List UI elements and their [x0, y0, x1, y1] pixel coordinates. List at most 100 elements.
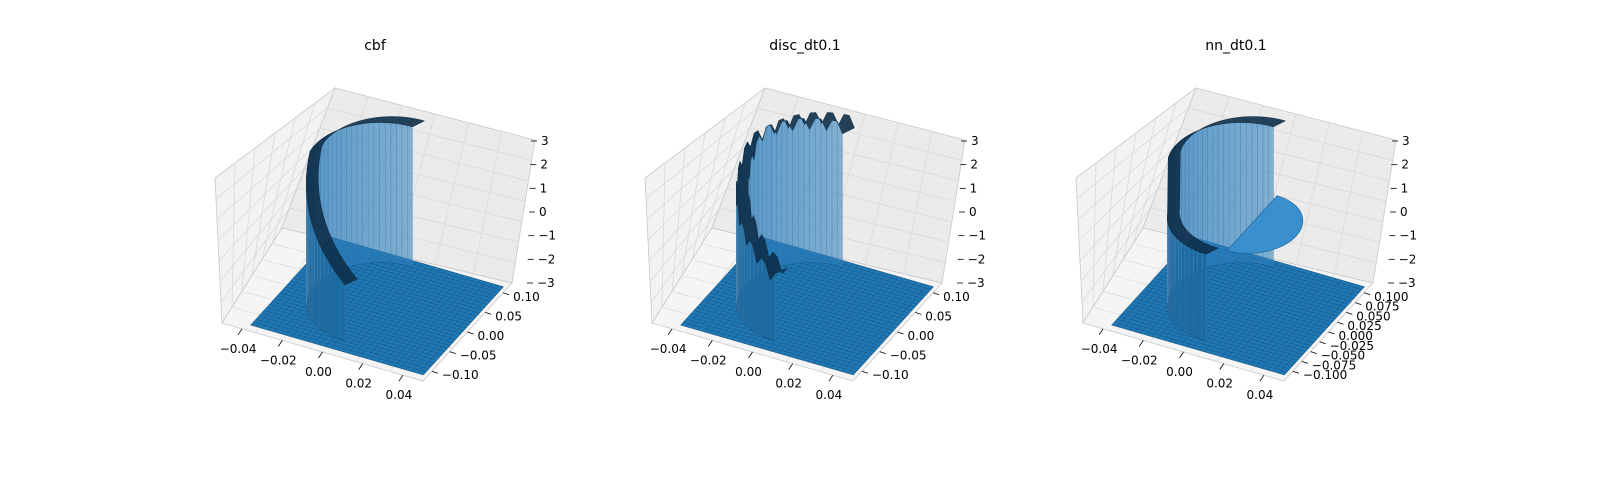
z-tick-label: 1 — [540, 181, 548, 195]
y-tick-label: −0.100 — [1303, 368, 1347, 382]
grid-line — [1122, 117, 1157, 260]
z-tick-label: 3 — [971, 134, 979, 148]
wall-face — [385, 122, 392, 264]
y-tick — [1355, 302, 1362, 305]
grid-line — [1076, 107, 1189, 200]
z-tick-label: −1 — [1399, 229, 1417, 243]
wall-face — [1217, 123, 1224, 265]
grid-line — [217, 147, 313, 241]
y-tick-label: 0.100 — [1374, 290, 1408, 304]
z-tick-label: 3 — [541, 134, 549, 148]
x-tick-label: 0.02 — [1206, 377, 1233, 391]
mesh-line — [266, 307, 440, 358]
y-tick-label: 0.00 — [478, 329, 505, 343]
mesh-line — [1130, 304, 1304, 355]
wall-face — [803, 118, 810, 263]
grid-line — [681, 132, 706, 276]
wall-face — [316, 237, 320, 329]
grid-line — [261, 117, 296, 260]
grid-line — [691, 117, 726, 260]
grid-line — [864, 122, 899, 265]
subplot-cbf: cbf −3 −2 −1 0 1 2 3 −0.04−0.02 0.00 0.02 0.04 −0.1… — [214, 38, 556, 402]
wall-face — [770, 273, 776, 342]
y-tick-label: −0.10 — [442, 368, 479, 382]
x-tick-label: −0.04 — [1081, 342, 1118, 356]
axis-ticks: −3 −2 −1 0 1 2 3 −0.04−0.02 0.00 0.02 0.04 −0.10 −0.… — [650, 134, 986, 402]
mesh-line — [693, 310, 867, 361]
wall-face — [1212, 124, 1219, 266]
wall-face — [749, 239, 754, 332]
z-tick-label: −3 — [537, 276, 555, 290]
z-tick-label: −1 — [968, 229, 986, 243]
mesh-line — [1122, 313, 1296, 364]
subplot-title: cbf — [364, 38, 387, 54]
y-tick — [861, 370, 869, 374]
wall-face — [1183, 243, 1189, 334]
z-tick-label: 3 — [1402, 134, 1410, 148]
grid-line — [1132, 102, 1177, 244]
grid-line — [241, 147, 256, 292]
mesh-line — [1114, 321, 1288, 373]
wall-face — [407, 125, 413, 268]
y-tick — [502, 292, 510, 296]
y-tick — [1346, 312, 1353, 315]
wall-face — [1229, 122, 1236, 264]
y-tick-label: 0.000 — [1339, 329, 1373, 343]
z-tick-label: 0 — [1400, 205, 1408, 219]
wall-face — [756, 257, 762, 336]
mesh-line — [255, 318, 429, 370]
y-tick — [467, 331, 474, 335]
x-tick — [828, 374, 834, 382]
mesh-line — [691, 313, 865, 364]
y-tick — [1310, 351, 1317, 354]
x-tick — [788, 363, 794, 370]
x-tick — [277, 340, 283, 347]
grid-line — [645, 107, 758, 200]
y-tick — [1328, 331, 1335, 335]
y-tick-label: 0.00 — [908, 329, 935, 343]
wall-face — [356, 123, 363, 265]
grid-line — [434, 122, 469, 265]
x-tick-label: −0.04 — [650, 342, 687, 356]
mesh-line — [688, 316, 862, 367]
mesh-line — [704, 298, 878, 349]
grid-line — [231, 162, 236, 308]
wall-face — [1174, 235, 1178, 327]
x-tick — [1138, 340, 1144, 347]
wall-face — [1196, 250, 1202, 340]
x-tick-label: 0.02 — [775, 377, 802, 391]
wall-face — [815, 118, 822, 264]
subplot-disc: disc_dt0.1 −3 −2 −1 0 1 2 3 −0.04−0.02 0.00 0.02 0… — [644, 38, 986, 402]
x-tick-label: 0.02 — [345, 377, 372, 391]
wall-face — [311, 222, 314, 324]
x-tick — [748, 351, 753, 359]
wall-face — [837, 121, 843, 268]
y-tick — [449, 351, 456, 354]
y-tick-label: −0.05 — [460, 349, 497, 363]
mesh-line — [274, 298, 448, 349]
x-tick — [707, 340, 713, 347]
mesh-line — [253, 321, 427, 373]
surface-plot — [250, 116, 504, 376]
y-tick-label: 0.050 — [1356, 309, 1390, 323]
wall-face — [319, 244, 324, 332]
mesh-line — [1116, 318, 1290, 370]
wall-face — [771, 124, 777, 269]
y-tick — [1319, 341, 1326, 345]
x-tick-label: −0.02 — [260, 353, 297, 367]
wall-face — [390, 122, 397, 264]
mesh-line — [1132, 301, 1306, 352]
grid-line — [701, 102, 746, 244]
wall-face — [346, 125, 352, 268]
wall-face — [781, 120, 788, 266]
wall-face — [1172, 232, 1175, 324]
wall-face — [326, 258, 332, 336]
wall-face — [776, 121, 782, 268]
y-tick — [932, 292, 940, 296]
x-tick — [1219, 363, 1225, 370]
wall-face — [396, 123, 403, 265]
surface-inner — [1226, 195, 1304, 254]
wall-face — [368, 122, 375, 264]
x-tick-label: 0.04 — [386, 388, 413, 402]
